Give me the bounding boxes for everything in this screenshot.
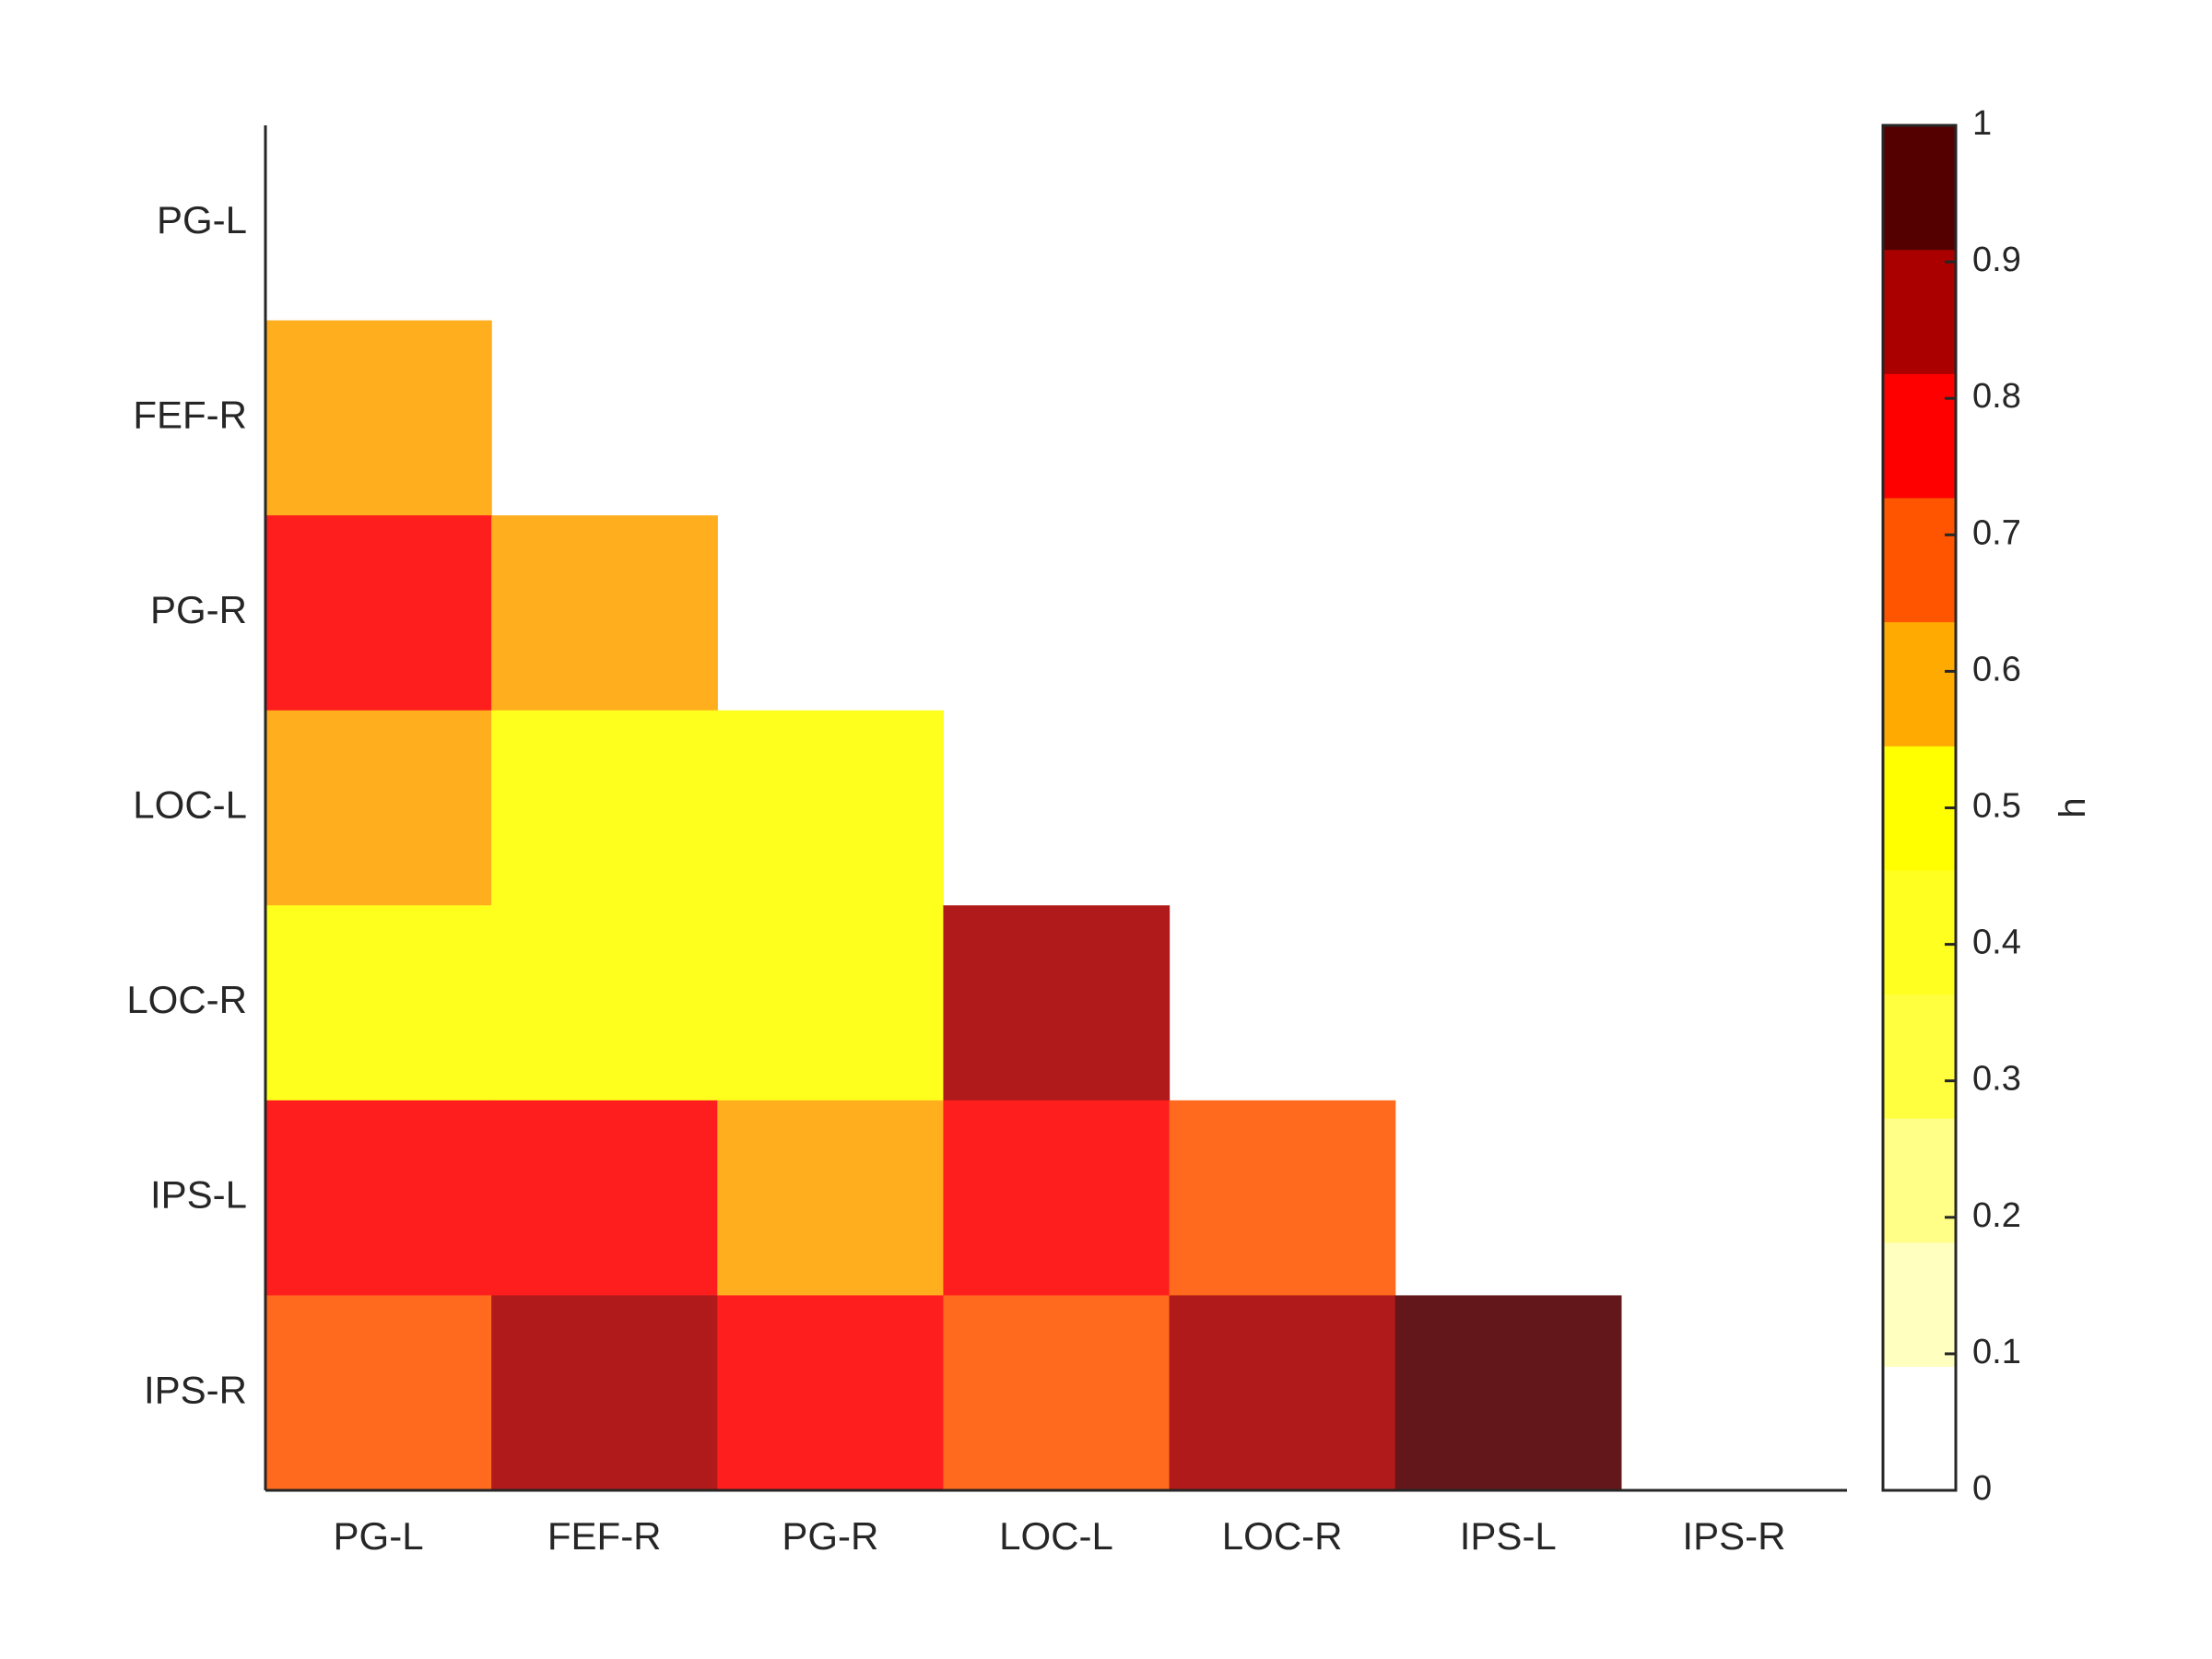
colorbar-segment bbox=[1883, 746, 1956, 871]
heatmap-cell bbox=[717, 905, 945, 1101]
y-tick-label: LOC-L bbox=[133, 783, 247, 827]
heatmap-cell bbox=[265, 710, 492, 906]
x-tick-label: IPS-R bbox=[1682, 1514, 1785, 1558]
colorbar-segment bbox=[1883, 869, 1956, 995]
heatmap-cell bbox=[491, 905, 718, 1101]
x-tick-label: PG-L bbox=[334, 1514, 424, 1558]
colorbar-tick-label: 0.7 bbox=[1972, 513, 2021, 552]
axes bbox=[264, 125, 1847, 1492]
colorbar-segment bbox=[1883, 125, 1956, 251]
colorbar-segment bbox=[1883, 621, 1956, 747]
heatmap-cell bbox=[1169, 1295, 1396, 1491]
colorbar-tick-label: 0.5 bbox=[1972, 787, 2021, 826]
heatmap-cell bbox=[265, 1295, 492, 1491]
colorbar-tick-label: 0.4 bbox=[1972, 924, 2021, 962]
colorbar-tick-label: 0.2 bbox=[1972, 1196, 2021, 1235]
colorbar-label: h bbox=[2053, 797, 2093, 818]
y-tick-label: IPS-R bbox=[144, 1368, 247, 1411]
heatmap-cell bbox=[265, 320, 492, 516]
x-tick-label: LOC-R bbox=[1222, 1514, 1343, 1558]
colorbar-tick-label: 0.6 bbox=[1972, 650, 2021, 688]
y-tick-label: LOC-R bbox=[126, 978, 247, 1021]
x-tick-labels: PG-L FEF-R PG-R LOC-L LOC-R IPS-L IPS-R bbox=[334, 1514, 1786, 1558]
heatmap-cell bbox=[491, 515, 718, 712]
heatmap-cell bbox=[717, 1295, 945, 1491]
heatmap-cell bbox=[943, 1100, 1171, 1297]
heatmap-cell bbox=[1394, 1295, 1622, 1491]
colorbar: 0 0.1 0.2 0.3 0.4 0.5 0.6 0.7 0.8 0.9 1 bbox=[1881, 104, 2021, 1508]
colorbar-segment bbox=[1883, 1118, 1956, 1243]
colorbar-segment bbox=[1883, 497, 1956, 623]
x-tick-label: PG-R bbox=[782, 1514, 878, 1558]
colorbar-segment bbox=[1883, 994, 1956, 1119]
x-tick-label: IPS-L bbox=[1460, 1514, 1557, 1558]
x-tick-label: LOC-L bbox=[999, 1514, 1113, 1558]
heatmap-cell bbox=[491, 710, 718, 906]
y-tick-label: PG-L bbox=[157, 198, 247, 241]
colorbar-tick-label: 0.9 bbox=[1972, 241, 2021, 279]
colorbar-segment bbox=[1883, 1241, 1956, 1367]
colorbar-tick-label: 1 bbox=[1972, 104, 1992, 143]
y-tick-label: FEF-R bbox=[133, 393, 247, 436]
y-tick-label: IPS-L bbox=[150, 1173, 247, 1217]
heatmap-cells bbox=[265, 320, 1622, 1491]
colorbar-segment bbox=[1883, 373, 1956, 499]
heatmap-cell bbox=[491, 1295, 718, 1491]
colorbar-tick-label: 0.1 bbox=[1972, 1333, 2021, 1371]
heatmap-cell bbox=[943, 1295, 1171, 1491]
heatmap-cell bbox=[265, 1100, 492, 1297]
colorbar-tick-label: 0 bbox=[1972, 1469, 1992, 1508]
y-tick-labels: PG-L FEF-R PG-R LOC-L LOC-R IPS-L IPS-R bbox=[126, 198, 247, 1411]
heatmap-cell bbox=[717, 710, 945, 906]
heatmap-cell bbox=[265, 905, 492, 1101]
heatmap-cell bbox=[717, 1100, 945, 1297]
y-tick-label: PG-R bbox=[150, 588, 247, 631]
colorbar-tick-label: 0.3 bbox=[1972, 1060, 2021, 1099]
heatmap-cell bbox=[265, 515, 492, 712]
heatmap-cell bbox=[1169, 1100, 1396, 1297]
heatmap-cell bbox=[491, 1100, 718, 1297]
heatmap-cell bbox=[943, 905, 1171, 1101]
colorbar-tick-label: 0.8 bbox=[1972, 377, 2021, 416]
x-tick-label: FEF-R bbox=[547, 1514, 662, 1558]
colorbar-segment bbox=[1883, 249, 1956, 374]
colorbar-segment bbox=[1883, 1366, 1956, 1491]
